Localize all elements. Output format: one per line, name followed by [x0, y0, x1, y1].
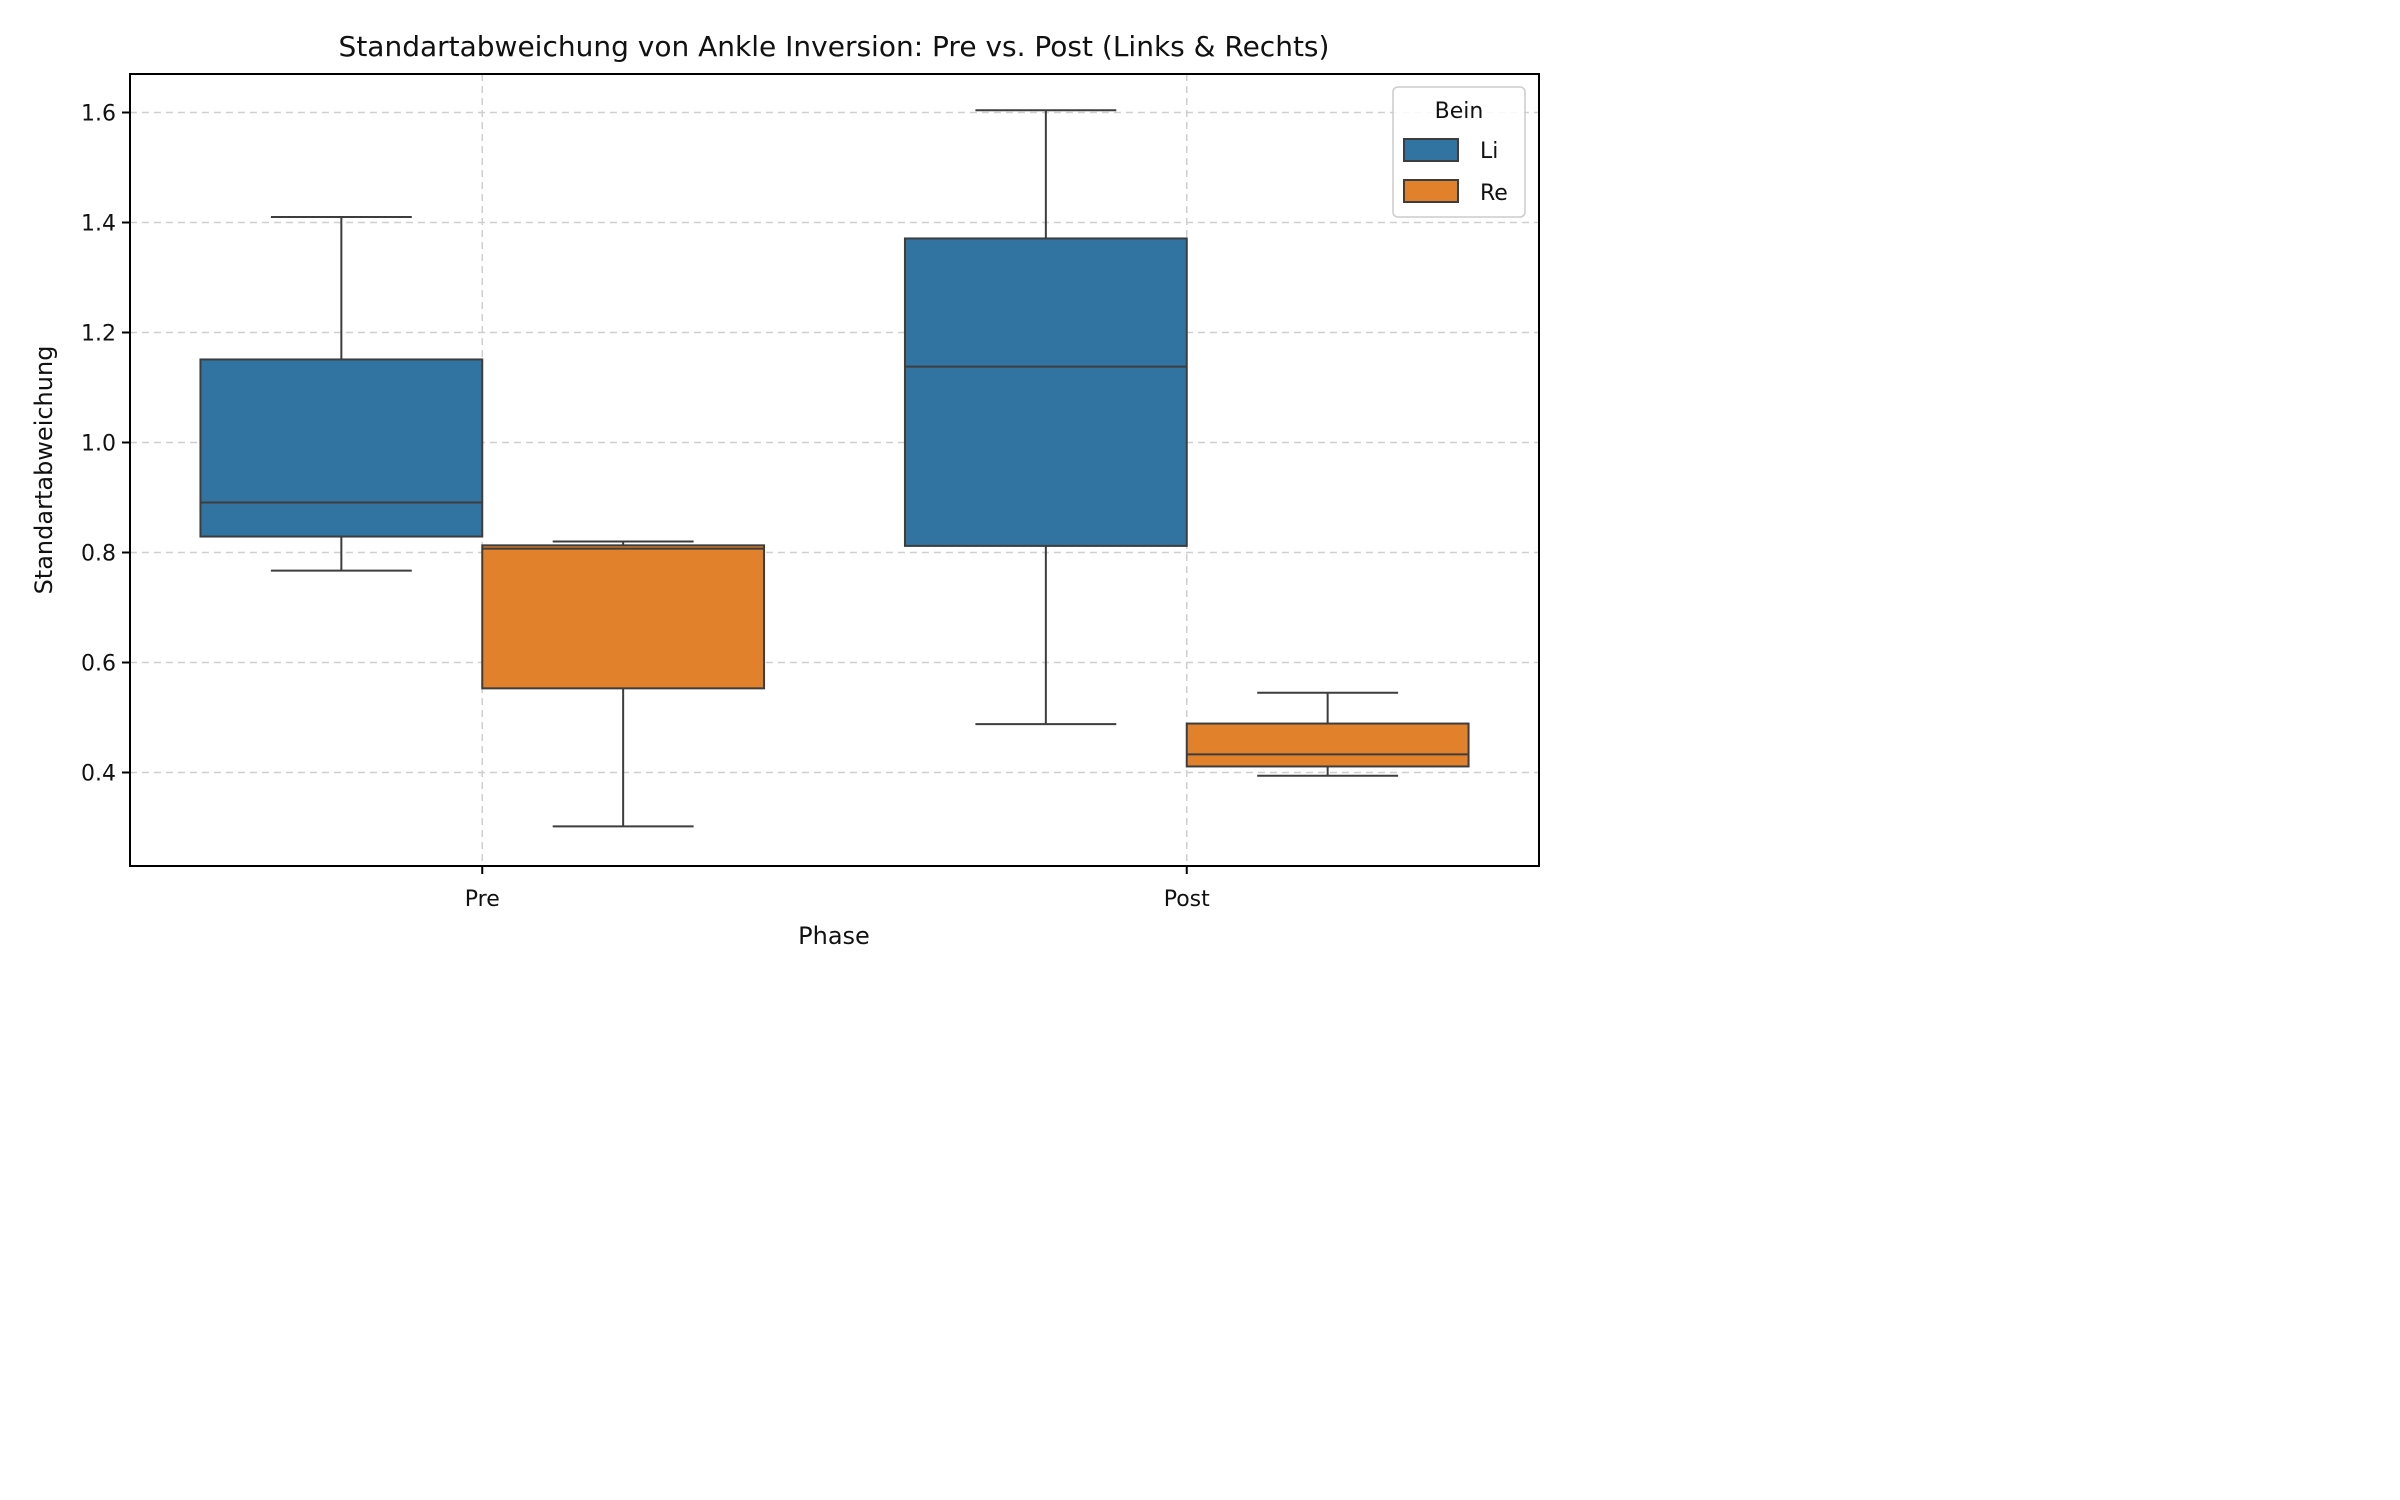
box-plot-chart: Standartabweichung von Ankle Inversion: …	[0, 0, 1566, 980]
legend-swatch-li	[1403, 138, 1459, 162]
box-layer	[199, 109, 1470, 828]
iqr-box	[903, 237, 1188, 547]
tick-layer: 0.4 0.6 0.8 1.0 1.2 1.4 1.6 Pre Post	[81, 102, 1210, 913]
iqr-box	[1185, 722, 1470, 768]
chart-title: Standartabweichung von Ankle Inversion: …	[339, 30, 1330, 63]
box-re-pre	[481, 540, 766, 828]
y-tick-label: 1.4	[81, 212, 116, 237]
y-tick-label: 1.0	[81, 432, 116, 457]
x-axis-label: Phase	[798, 922, 870, 950]
x-tick-label: Pre	[465, 887, 500, 912]
box-li-pre	[199, 216, 484, 572]
y-axis-label: Standartabweichung	[30, 346, 58, 595]
y-tick-label: 1.6	[81, 102, 116, 127]
x-tick-label: Post	[1164, 887, 1210, 912]
legend-swatch-re	[1403, 179, 1459, 203]
y-tick-label: 0.8	[81, 542, 116, 567]
legend: Bein Li Re	[1392, 86, 1526, 218]
iqr-box	[199, 358, 484, 538]
box-re-post	[1185, 691, 1470, 777]
legend-title: Bein	[1435, 99, 1484, 124]
iqr-box	[481, 544, 766, 690]
legend-label-re: Re	[1480, 181, 1508, 206]
box-li-post	[903, 109, 1188, 726]
plot-frame	[129, 73, 1540, 867]
y-tick-label: 0.6	[81, 652, 116, 677]
y-tick-label: 1.2	[81, 322, 116, 347]
y-tick-label: 0.4	[81, 762, 116, 787]
legend-label-li: Li	[1480, 139, 1498, 164]
